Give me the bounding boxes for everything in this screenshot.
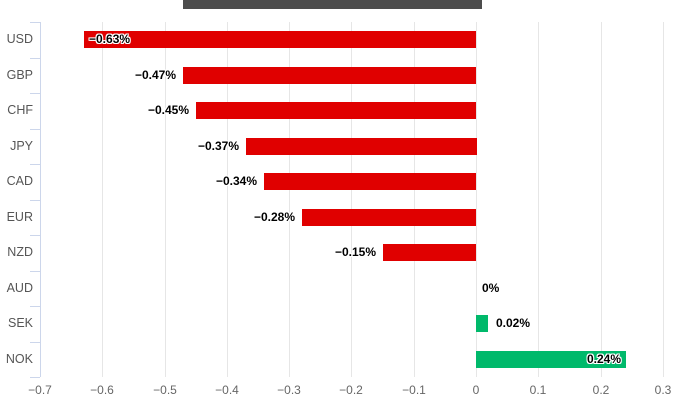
- category-label-eur: EUR: [6, 210, 33, 224]
- gridline: [351, 22, 352, 377]
- gridline: [289, 22, 290, 377]
- gridline: [476, 22, 477, 377]
- category-label-nzd: NZD: [7, 245, 33, 259]
- x-axis-tick-label: 0: [472, 383, 480, 397]
- gridline: [165, 22, 166, 377]
- y-axis-tick: [30, 342, 40, 343]
- y-axis-tick: [30, 129, 40, 130]
- x-axis-tick-label: −0.7: [28, 383, 52, 397]
- category-label-aud: AUD: [6, 281, 33, 295]
- bar-nzd[interactable]: [383, 244, 476, 261]
- value-label-aud: 0%: [482, 281, 500, 295]
- category-label-usd: USD: [6, 32, 33, 46]
- title-bar-fragment: [183, 0, 482, 9]
- x-axis-tick-label: 0.2: [592, 383, 610, 397]
- bar-chf[interactable]: [196, 102, 476, 119]
- bar-eur[interactable]: [302, 209, 476, 226]
- x-axis-tick-label: −0.4: [215, 383, 239, 397]
- category-label-nok: NOK: [5, 352, 33, 366]
- x-axis-tick-label: −0.5: [153, 383, 177, 397]
- gridline: [663, 22, 664, 377]
- gridline: [601, 22, 602, 377]
- y-axis-tick: [30, 235, 40, 236]
- x-axis-tick-label: 0.3: [654, 383, 672, 397]
- value-label-nzd: −0.15%: [334, 245, 376, 259]
- value-label-chf: −0.45%: [147, 103, 189, 117]
- value-label-cad: −0.34%: [215, 174, 257, 188]
- y-axis-tick: [30, 22, 40, 23]
- y-axis-tick: [30, 271, 40, 272]
- value-label-nok: 0.24%: [586, 352, 621, 366]
- gridline: [102, 22, 103, 377]
- value-label-eur: −0.28%: [253, 210, 295, 224]
- bar-cad[interactable]: [264, 173, 476, 190]
- value-label-gbp: −0.47%: [134, 68, 176, 82]
- y-axis-line: [40, 22, 41, 377]
- gridline: [227, 22, 228, 377]
- value-label-sek: 0.02%: [496, 316, 531, 330]
- x-axis-tick-label: −0.2: [339, 383, 363, 397]
- bar-gbp[interactable]: [183, 67, 476, 84]
- gridline: [414, 22, 415, 377]
- x-axis-tick-label: −0.6: [90, 383, 114, 397]
- category-label-cad: CAD: [6, 174, 33, 188]
- category-label-chf: CHF: [7, 103, 33, 117]
- y-axis-tick: [30, 200, 40, 201]
- bar-sek[interactable]: [476, 315, 488, 332]
- y-axis-tick: [30, 306, 40, 307]
- value-label-jpy: −0.37%: [197, 139, 239, 153]
- gridline: [538, 22, 539, 377]
- y-axis-tick: [30, 58, 40, 59]
- x-axis-tick-label: 0.1: [529, 383, 547, 397]
- category-label-jpy: JPY: [10, 139, 33, 153]
- x-axis-tick-label: −0.1: [402, 383, 426, 397]
- value-label-usd: −0.63%: [89, 32, 131, 46]
- category-label-gbp: GBP: [6, 68, 33, 82]
- y-axis-tick: [30, 93, 40, 94]
- bar-nok[interactable]: [476, 351, 626, 368]
- x-axis-tick-label: −0.3: [277, 383, 301, 397]
- y-axis-tick: [30, 164, 40, 165]
- bar-usd[interactable]: [84, 31, 476, 48]
- bar-jpy[interactable]: [246, 138, 477, 155]
- y-axis-tick: [30, 377, 40, 378]
- category-label-sek: SEK: [7, 316, 33, 330]
